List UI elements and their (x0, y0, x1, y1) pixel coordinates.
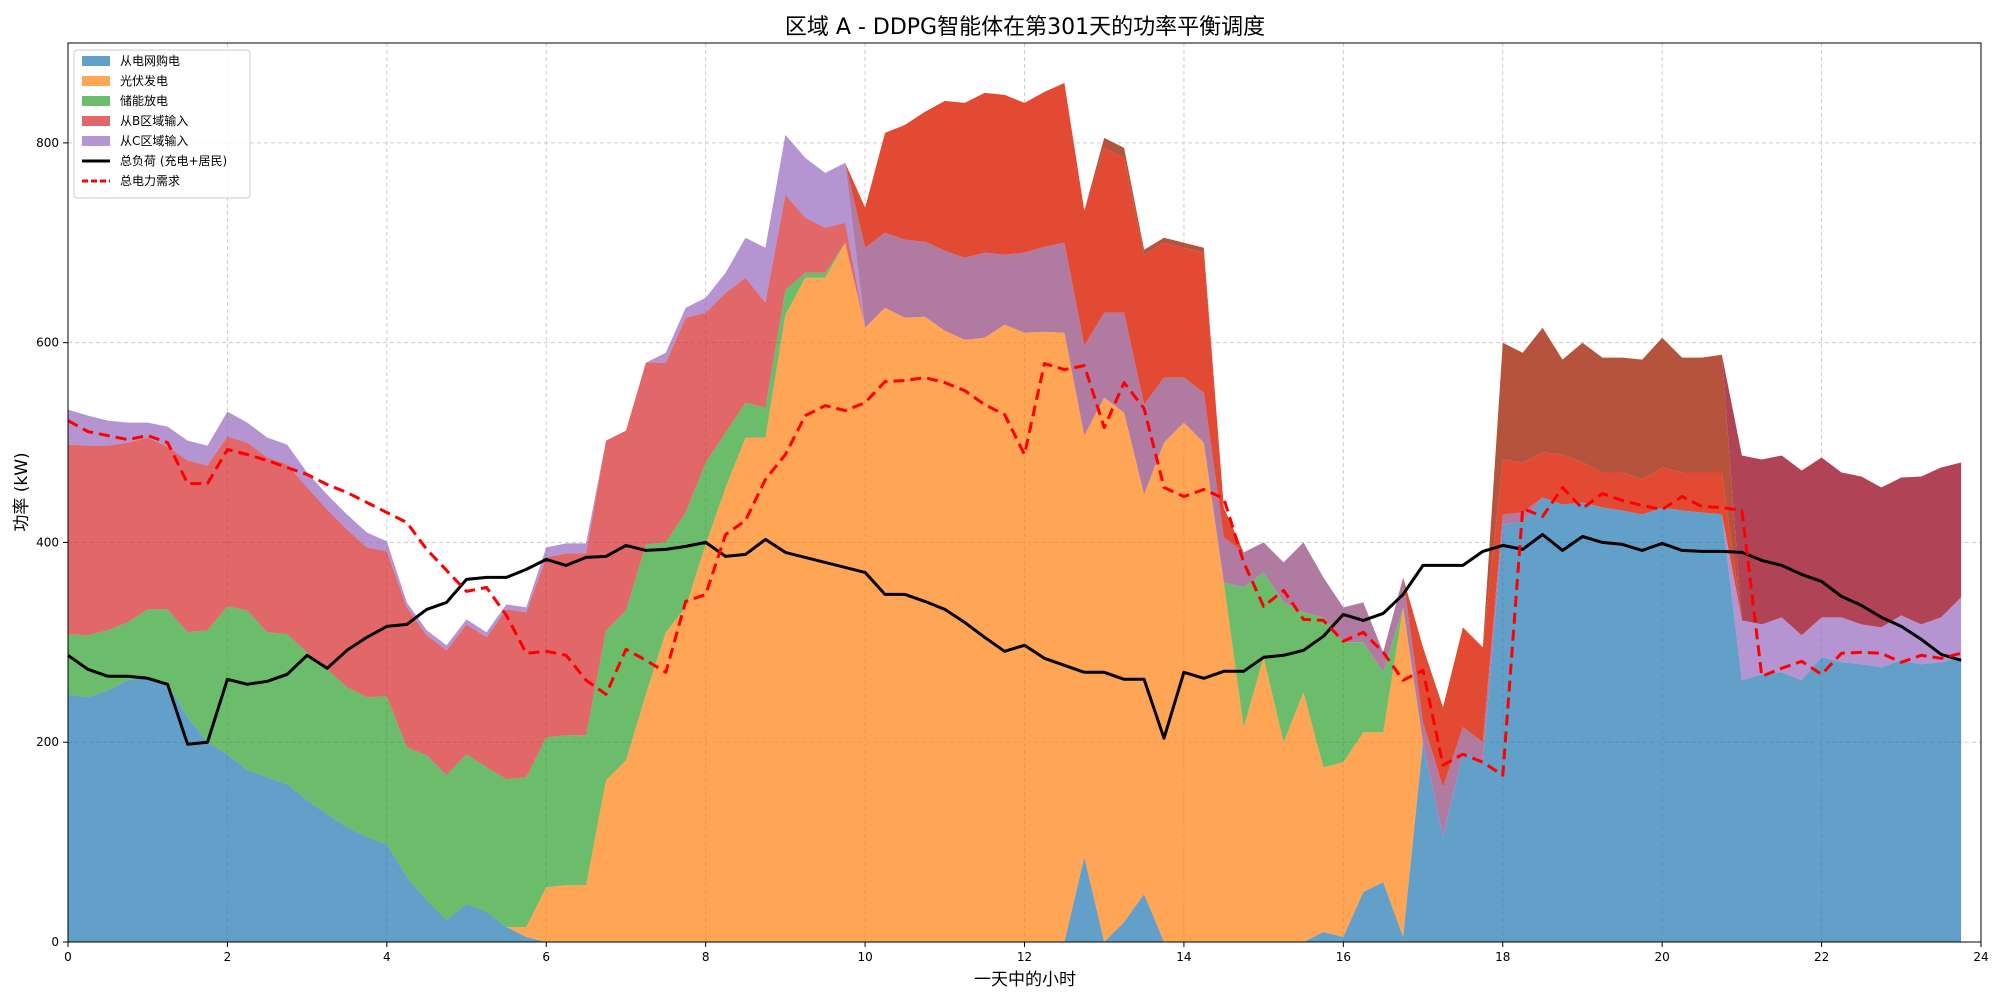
area-series-4 (68, 194, 1962, 838)
legend-swatch (82, 56, 110, 66)
x-tick-label: 4 (383, 950, 391, 964)
x-tick-label: 18 (1495, 950, 1510, 964)
x-axis-label: 一天中的小时 (974, 970, 1076, 990)
overlay-area-2 (68, 83, 1962, 788)
x-tick-label: 14 (1176, 950, 1191, 964)
x-tick-label: 0 (64, 950, 72, 964)
x-tick-label: 10 (857, 950, 872, 964)
legend-label: 总电力需求 (120, 174, 180, 188)
x-tick-label: 16 (1336, 950, 1351, 964)
legend-label: 储能放电 (120, 93, 168, 108)
x-tick-label: 2 (224, 950, 232, 964)
y-axis-label: 功率 (kW) (12, 452, 32, 531)
x-axis-ticks: 0 2 4 6 8 10 12 14 16 18 20 22 24 (64, 942, 1989, 964)
area-series-3 (68, 242, 1962, 928)
legend-swatch (82, 116, 110, 126)
area-series-2 (68, 242, 1962, 943)
x-tick-label: 6 (542, 950, 550, 964)
overlay-area-3 (68, 83, 1962, 708)
legend-label: 总负荷 (充电+居民) (120, 153, 227, 168)
legend-label: 光伏发电 (120, 73, 168, 88)
overlay-area-1 (68, 134, 1962, 838)
stacked-areas (68, 134, 1962, 943)
y-tick-label: 800 (36, 136, 59, 150)
overlay-areas (68, 83, 1962, 838)
y-tick-label: 400 (36, 535, 59, 549)
chart-title: 区域 A - DDPG智能体在第301天的功率平衡调度 (785, 15, 1265, 40)
x-tick-label: 8 (702, 950, 710, 964)
line-series-2 (67, 362, 1962, 777)
x-tick-label: 20 (1655, 950, 1670, 964)
x-tick-label: 24 (1973, 950, 1988, 964)
legend-swatch (82, 76, 110, 86)
area-series-1 (68, 497, 1962, 942)
legend-label: 从C区域输入 (120, 133, 188, 148)
line-series-1 (67, 533, 1962, 746)
y-tick-label: 200 (36, 735, 59, 749)
series-lines (67, 362, 1962, 777)
x-tick-label: 22 (1814, 950, 1829, 964)
legend-swatch (82, 136, 110, 146)
y-axis-ticks: 0 200 400 600 800 (36, 136, 68, 949)
legend-box (73, 49, 251, 199)
y-tick-label: 0 (51, 935, 59, 949)
legend-swatch (82, 96, 110, 106)
legend-label: 从电网购电 (120, 53, 180, 68)
y-tick-label: 600 (36, 336, 59, 350)
x-tick-label: 12 (1017, 950, 1032, 964)
legend-label: 从B区域输入 (120, 113, 188, 128)
